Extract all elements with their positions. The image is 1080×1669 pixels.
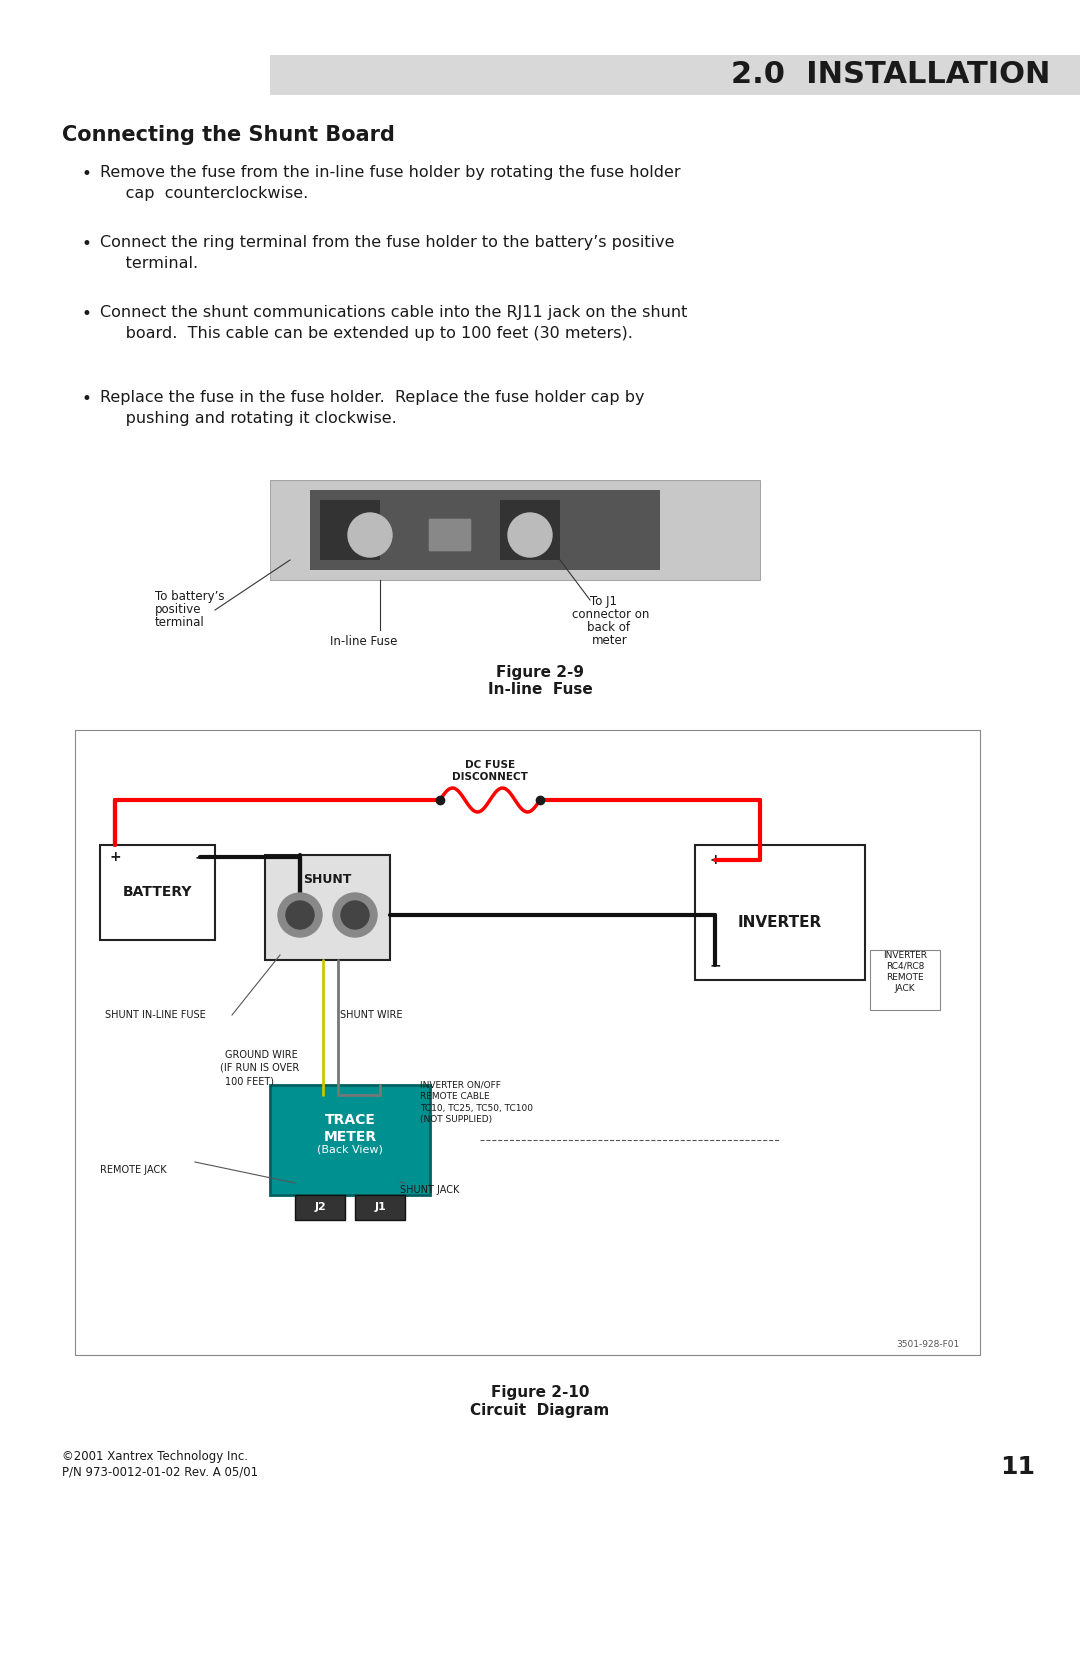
Text: back of: back of <box>588 621 630 634</box>
Text: meter: meter <box>592 634 627 648</box>
Text: •: • <box>82 165 92 184</box>
FancyBboxPatch shape <box>310 491 660 571</box>
Text: BATTERY: BATTERY <box>123 886 192 900</box>
Text: Figure 2-9: Figure 2-9 <box>496 664 584 679</box>
FancyBboxPatch shape <box>265 855 390 960</box>
Text: Connect the ring terminal from the fuse holder to the battery’s positive
     te: Connect the ring terminal from the fuse … <box>100 235 675 270</box>
Text: In-line  Fuse: In-line Fuse <box>488 683 592 698</box>
Text: GROUND WIRE: GROUND WIRE <box>225 1050 298 1060</box>
Text: J1: J1 <box>374 1202 386 1212</box>
FancyBboxPatch shape <box>295 1195 345 1220</box>
Text: To battery’s: To battery’s <box>156 591 225 603</box>
Text: Circuit  Diagram: Circuit Diagram <box>471 1404 609 1419</box>
Text: DISCONNECT: DISCONNECT <box>453 773 528 783</box>
Text: Connecting the Shunt Board: Connecting the Shunt Board <box>62 125 395 145</box>
Text: ©2001 Xantrex Technology Inc.: ©2001 Xantrex Technology Inc. <box>62 1450 248 1464</box>
Text: •: • <box>82 391 92 407</box>
Text: In-line Fuse: In-line Fuse <box>330 634 397 648</box>
Circle shape <box>286 901 314 930</box>
Text: (Back View): (Back View) <box>318 1145 383 1155</box>
Text: INVERTER: INVERTER <box>738 915 822 930</box>
Text: +: + <box>109 850 121 865</box>
FancyBboxPatch shape <box>100 845 215 940</box>
FancyBboxPatch shape <box>270 55 1080 95</box>
FancyBboxPatch shape <box>320 501 380 561</box>
Text: REMOTE JACK: REMOTE JACK <box>100 1165 166 1175</box>
Text: SHUNT: SHUNT <box>303 873 352 886</box>
Circle shape <box>341 901 369 930</box>
Text: 3501-928-F01: 3501-928-F01 <box>896 1340 960 1349</box>
Text: J2: J2 <box>314 1202 326 1212</box>
Text: −: − <box>710 958 720 971</box>
FancyBboxPatch shape <box>696 845 865 980</box>
FancyBboxPatch shape <box>355 1195 405 1220</box>
Text: DC FUSE: DC FUSE <box>464 759 515 769</box>
Text: SHUNT WIRE: SHUNT WIRE <box>340 1010 403 1020</box>
Circle shape <box>348 512 392 557</box>
Text: 11: 11 <box>1000 1455 1036 1479</box>
FancyBboxPatch shape <box>270 481 760 581</box>
Text: SHUNT JACK: SHUNT JACK <box>400 1185 459 1195</box>
Text: Figure 2-10: Figure 2-10 <box>490 1385 590 1400</box>
Text: To J1: To J1 <box>590 596 617 608</box>
Text: INVERTER
RC4/RC8
REMOTE
JACK: INVERTER RC4/RC8 REMOTE JACK <box>883 951 927 993</box>
Text: +: + <box>710 853 720 866</box>
Text: positive: positive <box>156 603 202 616</box>
FancyBboxPatch shape <box>428 517 472 552</box>
Text: Replace the fuse in the fuse holder.  Replace the fuse holder cap by
     pushin: Replace the fuse in the fuse holder. Rep… <box>100 391 645 426</box>
Text: Connect the shunt communications cable into the RJ11 jack on the shunt
     boar: Connect the shunt communications cable i… <box>100 305 687 340</box>
FancyBboxPatch shape <box>270 1085 430 1195</box>
Text: TRACE: TRACE <box>325 1113 376 1127</box>
Text: •: • <box>82 305 92 324</box>
Text: P/N 973-0012-01-02 Rev. A 05/01: P/N 973-0012-01-02 Rev. A 05/01 <box>62 1465 258 1479</box>
FancyBboxPatch shape <box>500 501 561 561</box>
Text: 100 FEET): 100 FEET) <box>225 1077 274 1087</box>
Circle shape <box>278 893 322 936</box>
Circle shape <box>508 512 552 557</box>
Text: −: − <box>194 850 206 865</box>
Text: METER: METER <box>323 1130 377 1143</box>
Text: connector on: connector on <box>572 608 649 621</box>
Text: INVERTER ON/OFF
REMOTE CABLE
TC10, TC25, TC50, TC100
(NOT SUPPLIED): INVERTER ON/OFF REMOTE CABLE TC10, TC25,… <box>420 1080 534 1125</box>
Text: SHUNT IN-LINE FUSE: SHUNT IN-LINE FUSE <box>105 1010 206 1020</box>
Circle shape <box>333 893 377 936</box>
Text: Remove the fuse from the in-line fuse holder by rotating the fuse holder
     ca: Remove the fuse from the in-line fuse ho… <box>100 165 680 200</box>
Text: terminal: terminal <box>156 616 205 629</box>
FancyBboxPatch shape <box>870 950 940 1010</box>
Text: 2.0  INSTALLATION: 2.0 INSTALLATION <box>731 60 1050 90</box>
Text: (IF RUN IS OVER: (IF RUN IS OVER <box>220 1063 299 1073</box>
Text: •: • <box>82 235 92 254</box>
